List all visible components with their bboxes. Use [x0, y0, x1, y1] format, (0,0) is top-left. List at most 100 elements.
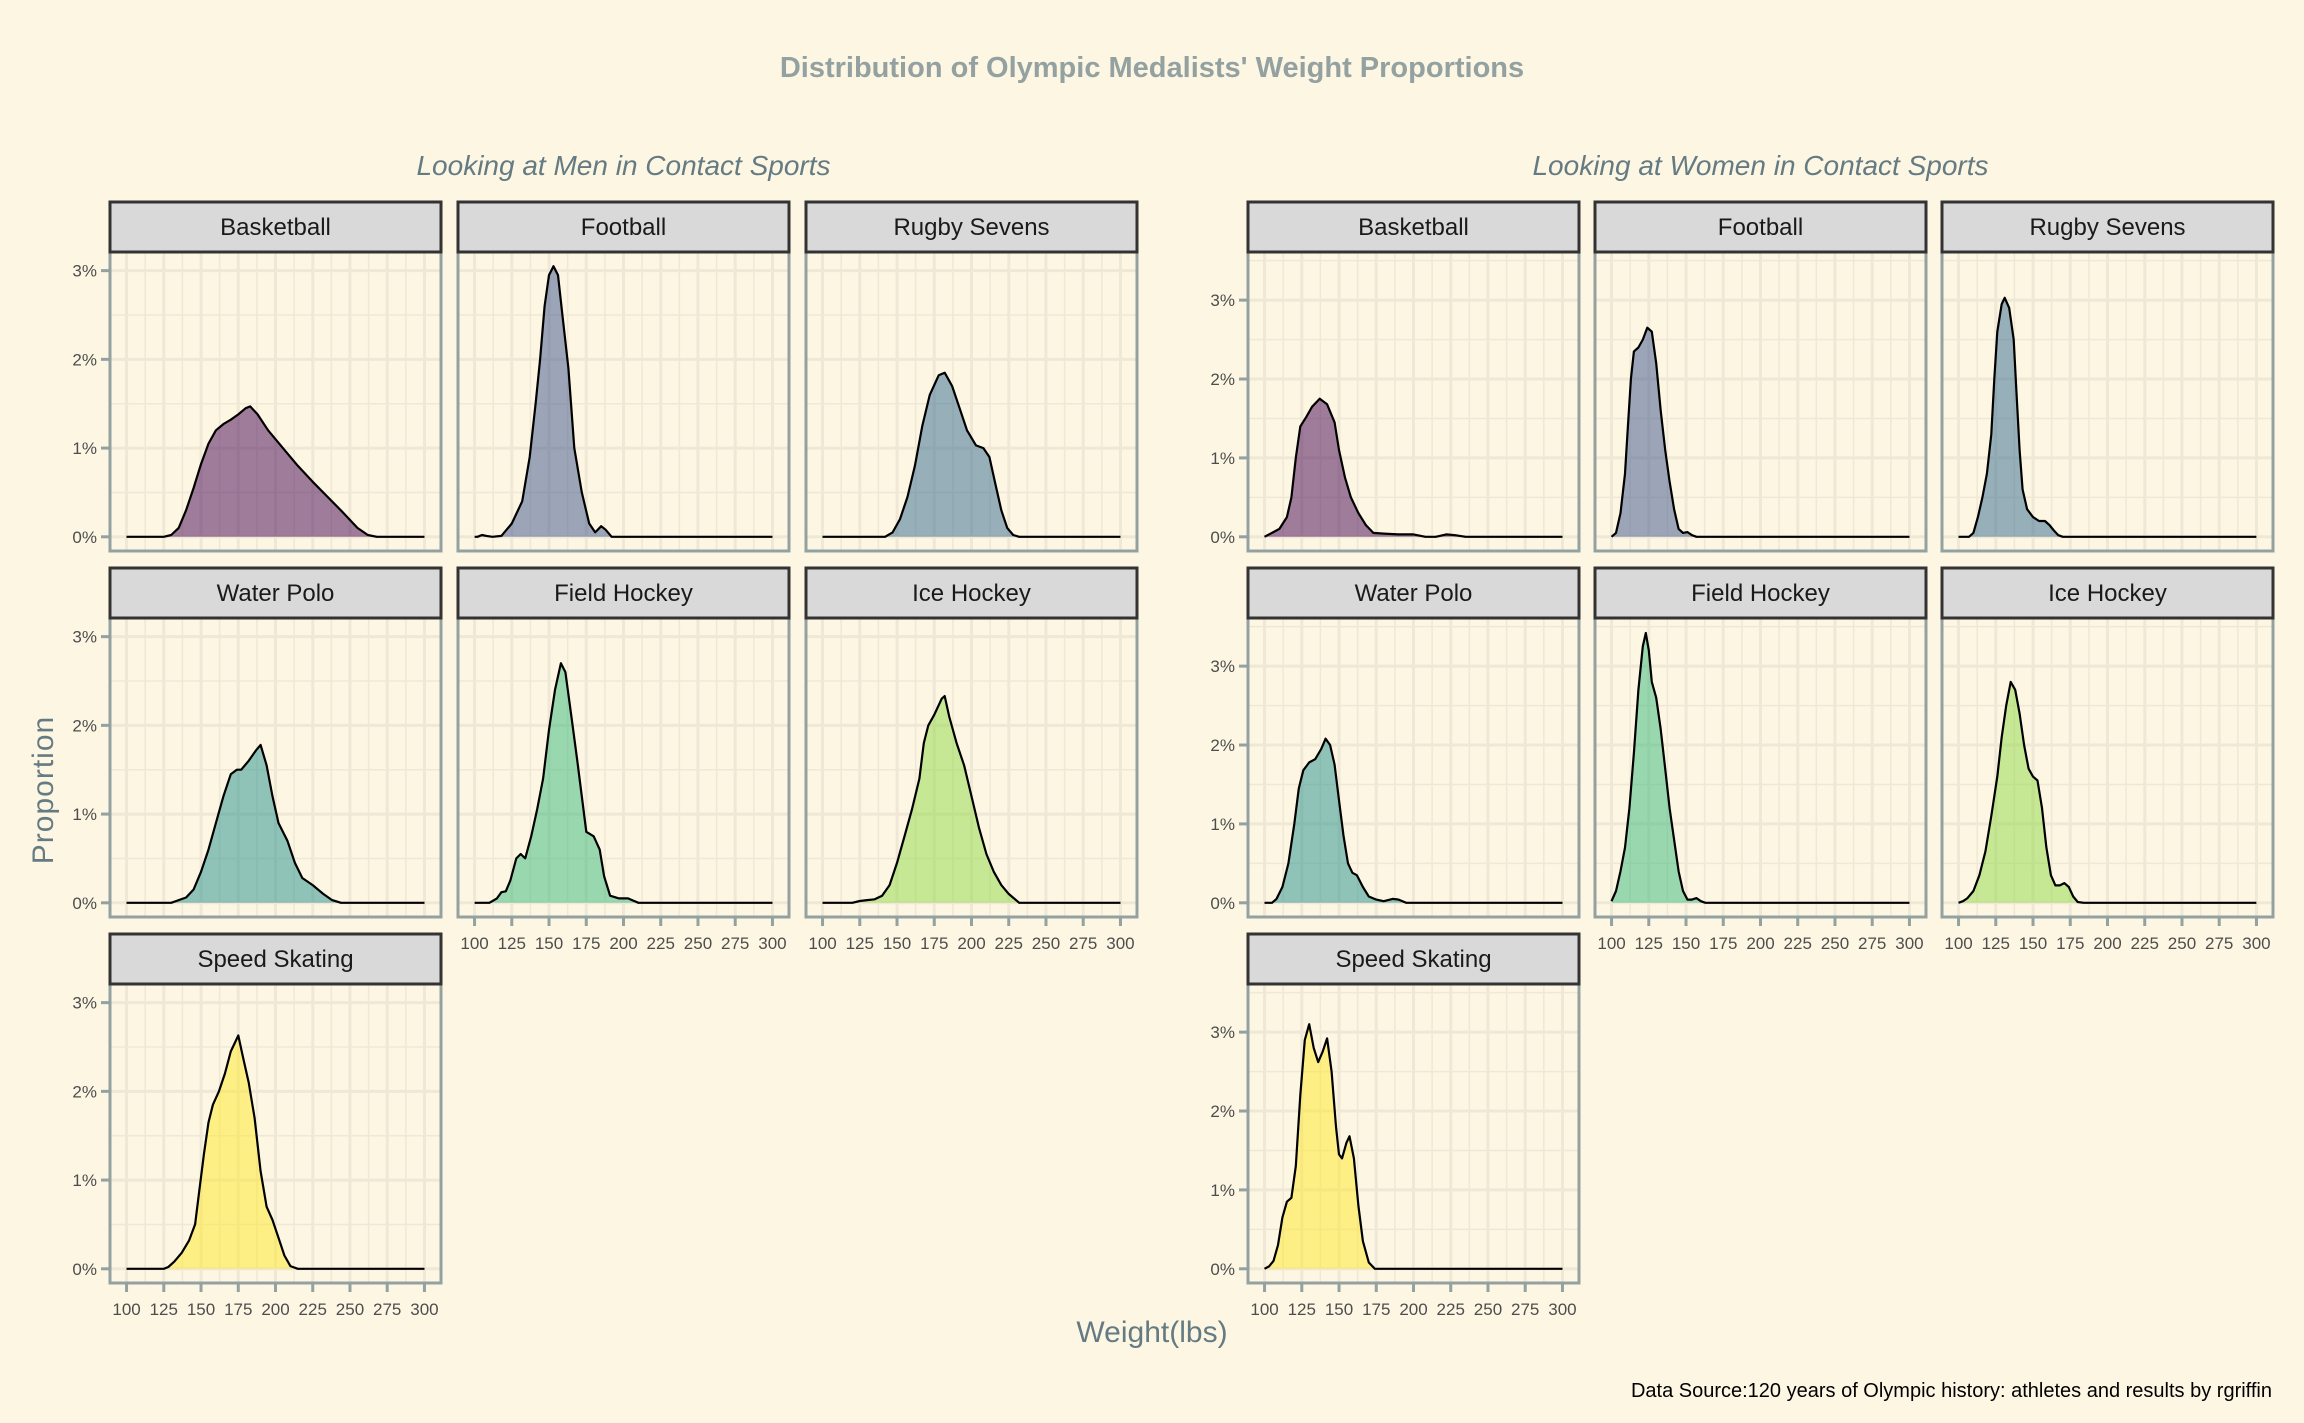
x-tick-label: 150	[883, 934, 911, 953]
x-tick-label: 275	[1511, 1300, 1539, 1319]
density-area	[1611, 327, 1910, 537]
x-tick-label: 150	[1672, 934, 1700, 953]
x-tick-label: 100	[1944, 934, 1972, 953]
x-tick-label: 175	[2056, 934, 2084, 953]
y-tick-label: 0%	[72, 894, 97, 913]
x-axis-label: Weight(lbs)	[1076, 1316, 1228, 1349]
facet-strip-label: Water Polo	[1355, 580, 1473, 607]
y-tick-label: 1%	[72, 1171, 97, 1190]
y-tick-label: 3%	[1210, 291, 1235, 310]
y-tick-label: 3%	[1210, 657, 1235, 676]
facet-strip-label: Rugby Sevens	[893, 214, 1049, 241]
facet-panel-ice-hockey: Ice Hockey 100 125 150 175 200 225 250 275 300	[1940, 566, 2275, 953]
density-area	[1611, 633, 1910, 903]
density-area	[1264, 1024, 1563, 1269]
facet-panel-speed-skating: Speed Skating 0% 1% 2% 3% 100 125 150 175 200 225 2…	[72, 932, 443, 1319]
density-line	[1610, 631, 1910, 904]
density-area	[474, 266, 773, 537]
density-area	[126, 1035, 425, 1269]
y-tick-label: 2%	[72, 716, 97, 735]
y-tick-label: 3%	[72, 994, 97, 1013]
y-tick-label: 2%	[1210, 736, 1235, 755]
facet-strip-label: Speed Skating	[197, 946, 353, 973]
density-line	[126, 405, 425, 538]
x-tick-label: 125	[846, 934, 874, 953]
density-line	[126, 743, 425, 904]
x-tick-label: 150	[2019, 934, 2047, 953]
y-tick-label: 1%	[1210, 1181, 1235, 1200]
x-tick-label: 225	[1784, 934, 1812, 953]
x-tick-label: 175	[572, 934, 600, 953]
x-tick-label: 300	[1106, 934, 1134, 953]
x-tick-label: 225	[1437, 1300, 1465, 1319]
density-area	[1958, 297, 2257, 537]
facet-strip	[108, 566, 443, 620]
y-tick-label: 0%	[1210, 1260, 1235, 1279]
x-tick-label: 300	[1895, 934, 1923, 953]
facet-panel-field-hockey: Field Hockey 100 125 150 175 200 225 250 275 300	[1593, 566, 1928, 953]
facet-strip-label: Water Polo	[217, 580, 335, 607]
y-tick-label: 3%	[72, 628, 97, 647]
facet-strip	[456, 200, 791, 254]
x-tick-label: 200	[261, 1300, 289, 1319]
x-tick-label: 100	[112, 1300, 140, 1319]
density-area	[1264, 738, 1563, 903]
x-tick-label: 300	[410, 1300, 438, 1319]
density-area	[1264, 398, 1563, 537]
density-area	[1958, 681, 2257, 903]
facet-panel-ice-hockey: Ice Hockey 100 125 150 175 200 225 250 275 300	[804, 566, 1139, 953]
x-tick-label: 275	[721, 934, 749, 953]
y-tick-label: 1%	[1210, 449, 1235, 468]
men-facets: Basketball 0% 1% 2% 3% Football Rugby Sevens Wa…	[72, 200, 1139, 1319]
x-tick-label: 200	[2093, 934, 2121, 953]
y-tick-label: 1%	[1210, 815, 1235, 834]
density-area	[474, 663, 773, 903]
x-tick-label: 225	[299, 1300, 327, 1319]
x-tick-label: 300	[1548, 1300, 1576, 1319]
x-tick-label: 125	[150, 1300, 178, 1319]
x-tick-label: 150	[1325, 1300, 1353, 1319]
x-tick-label: 125	[498, 934, 526, 953]
women-facets: Basketball 0% 1% 2% 3% Football Rugby Sevens Wa…	[1210, 200, 2275, 1319]
x-tick-label: 225	[647, 934, 675, 953]
facet-strip	[1593, 200, 1928, 254]
density-line	[1610, 326, 1910, 538]
facet-strip	[804, 200, 1139, 254]
y-tick-label: 2%	[1210, 1102, 1235, 1121]
facet-panel-basketball: Basketball 0% 1% 2% 3%	[1210, 200, 1581, 553]
y-tick-label: 1%	[72, 805, 97, 824]
facet-strip-label: Rugby Sevens	[2029, 214, 2185, 241]
x-tick-label: 175	[224, 1300, 252, 1319]
x-tick-label: 225	[995, 934, 1023, 953]
y-tick-label: 3%	[72, 262, 97, 281]
y-tick-label: 2%	[1210, 370, 1235, 389]
facet-panel-rugby-sevens: Rugby Sevens	[804, 200, 1139, 553]
facet-panel-basketball: Basketball 0% 1% 2% 3%	[72, 200, 443, 553]
facet-strip	[1940, 566, 2275, 620]
facet-strip	[1246, 200, 1581, 254]
facet-strip	[804, 566, 1139, 620]
facet-strip	[108, 932, 443, 986]
chart-title: Distribution of Olympic Medalists' Weigh…	[779, 52, 1525, 84]
density-line	[1958, 680, 2257, 904]
x-tick-label: 175	[920, 934, 948, 953]
x-tick-label: 250	[1474, 1300, 1502, 1319]
x-tick-label: 275	[1069, 934, 1097, 953]
x-tick-label: 250	[1032, 934, 1060, 953]
men-subtitle: Looking at Men in Contact Sports	[416, 150, 831, 181]
density-line	[126, 1034, 425, 1270]
facet-strip-label: Football	[1718, 214, 1803, 241]
y-tick-label: 0%	[1210, 894, 1235, 913]
x-tick-label: 250	[2168, 934, 2196, 953]
x-tick-label: 250	[1821, 934, 1849, 953]
y-tick-label: 0%	[72, 528, 97, 547]
facet-panel-speed-skating: Speed Skating 0% 1% 2% 3% 100 125 150 175 200 225 2…	[1210, 932, 1581, 1319]
density-area	[126, 406, 425, 537]
x-tick-label: 100	[808, 934, 836, 953]
density-line	[822, 371, 1121, 538]
facet-panel-water-polo: Water Polo 0% 1% 2% 3%	[1210, 566, 1581, 919]
facet-strip	[456, 566, 791, 620]
density-line	[1264, 737, 1563, 904]
y-tick-label: 0%	[1210, 528, 1235, 547]
